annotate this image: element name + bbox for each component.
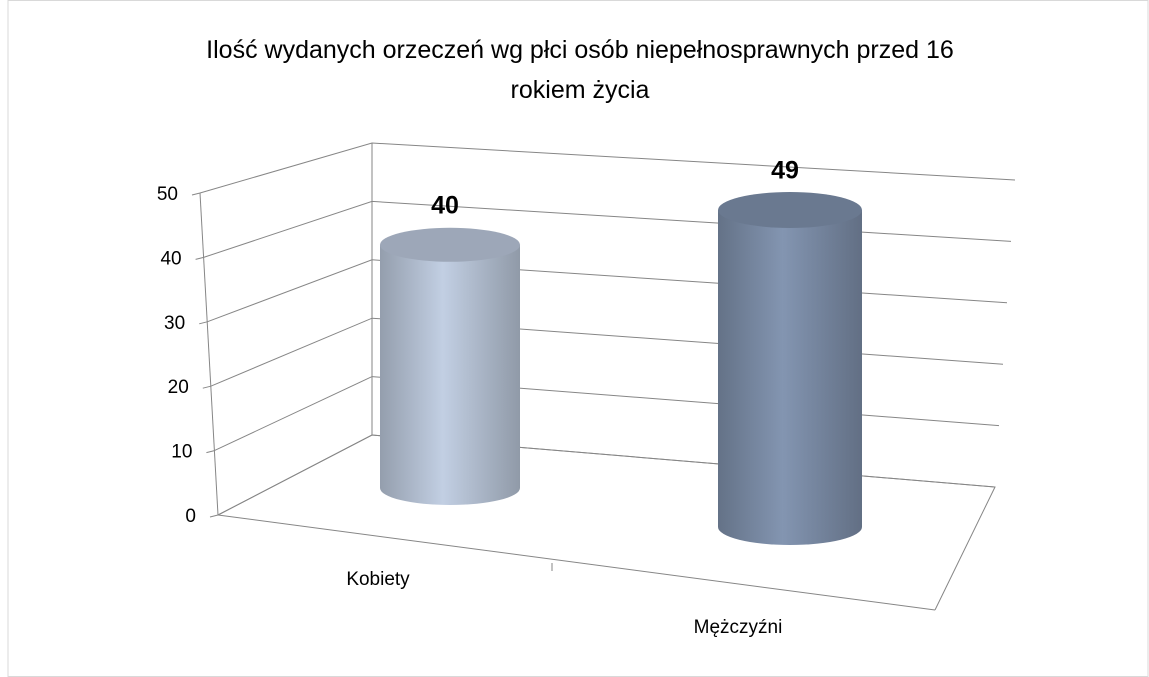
- grid-line: [203, 200, 1012, 258]
- y-tick-label: 30: [164, 313, 185, 334]
- y-tick: [191, 192, 201, 196]
- grid-line: [210, 317, 1004, 387]
- floor: [217, 434, 996, 611]
- y-tick-label: 40: [160, 248, 181, 269]
- grid-line: [199, 142, 1016, 194]
- bar: [380, 244, 520, 506]
- y-tick: [195, 256, 204, 260]
- y-tick-label: 10: [171, 442, 192, 463]
- chart-title: Ilość wydanych orzeczeń wg płci osób nie…: [206, 36, 954, 104]
- bar-top: [380, 227, 520, 262]
- data-label: 40: [431, 191, 459, 219]
- y-tick-label: 20: [168, 377, 189, 398]
- y-tick: [199, 321, 208, 325]
- x-tick-label: Kobiety: [346, 569, 410, 590]
- y-tick: [209, 514, 219, 518]
- x-tick-label: Mężczyźni: [694, 617, 783, 638]
- y-tick: [202, 385, 211, 389]
- data-label: 49: [771, 157, 799, 185]
- grid-line: [207, 259, 1008, 323]
- y-tick-label: 0: [185, 506, 196, 527]
- y-tick-label: 50: [157, 184, 178, 205]
- bar-top: [718, 191, 862, 228]
- bar: [718, 209, 862, 545]
- axis-line: [199, 192, 219, 516]
- y-tick: [206, 450, 215, 454]
- grid-line: [217, 434, 996, 516]
- grid-line: [214, 376, 1000, 452]
- x-axis-line: [217, 514, 936, 611]
